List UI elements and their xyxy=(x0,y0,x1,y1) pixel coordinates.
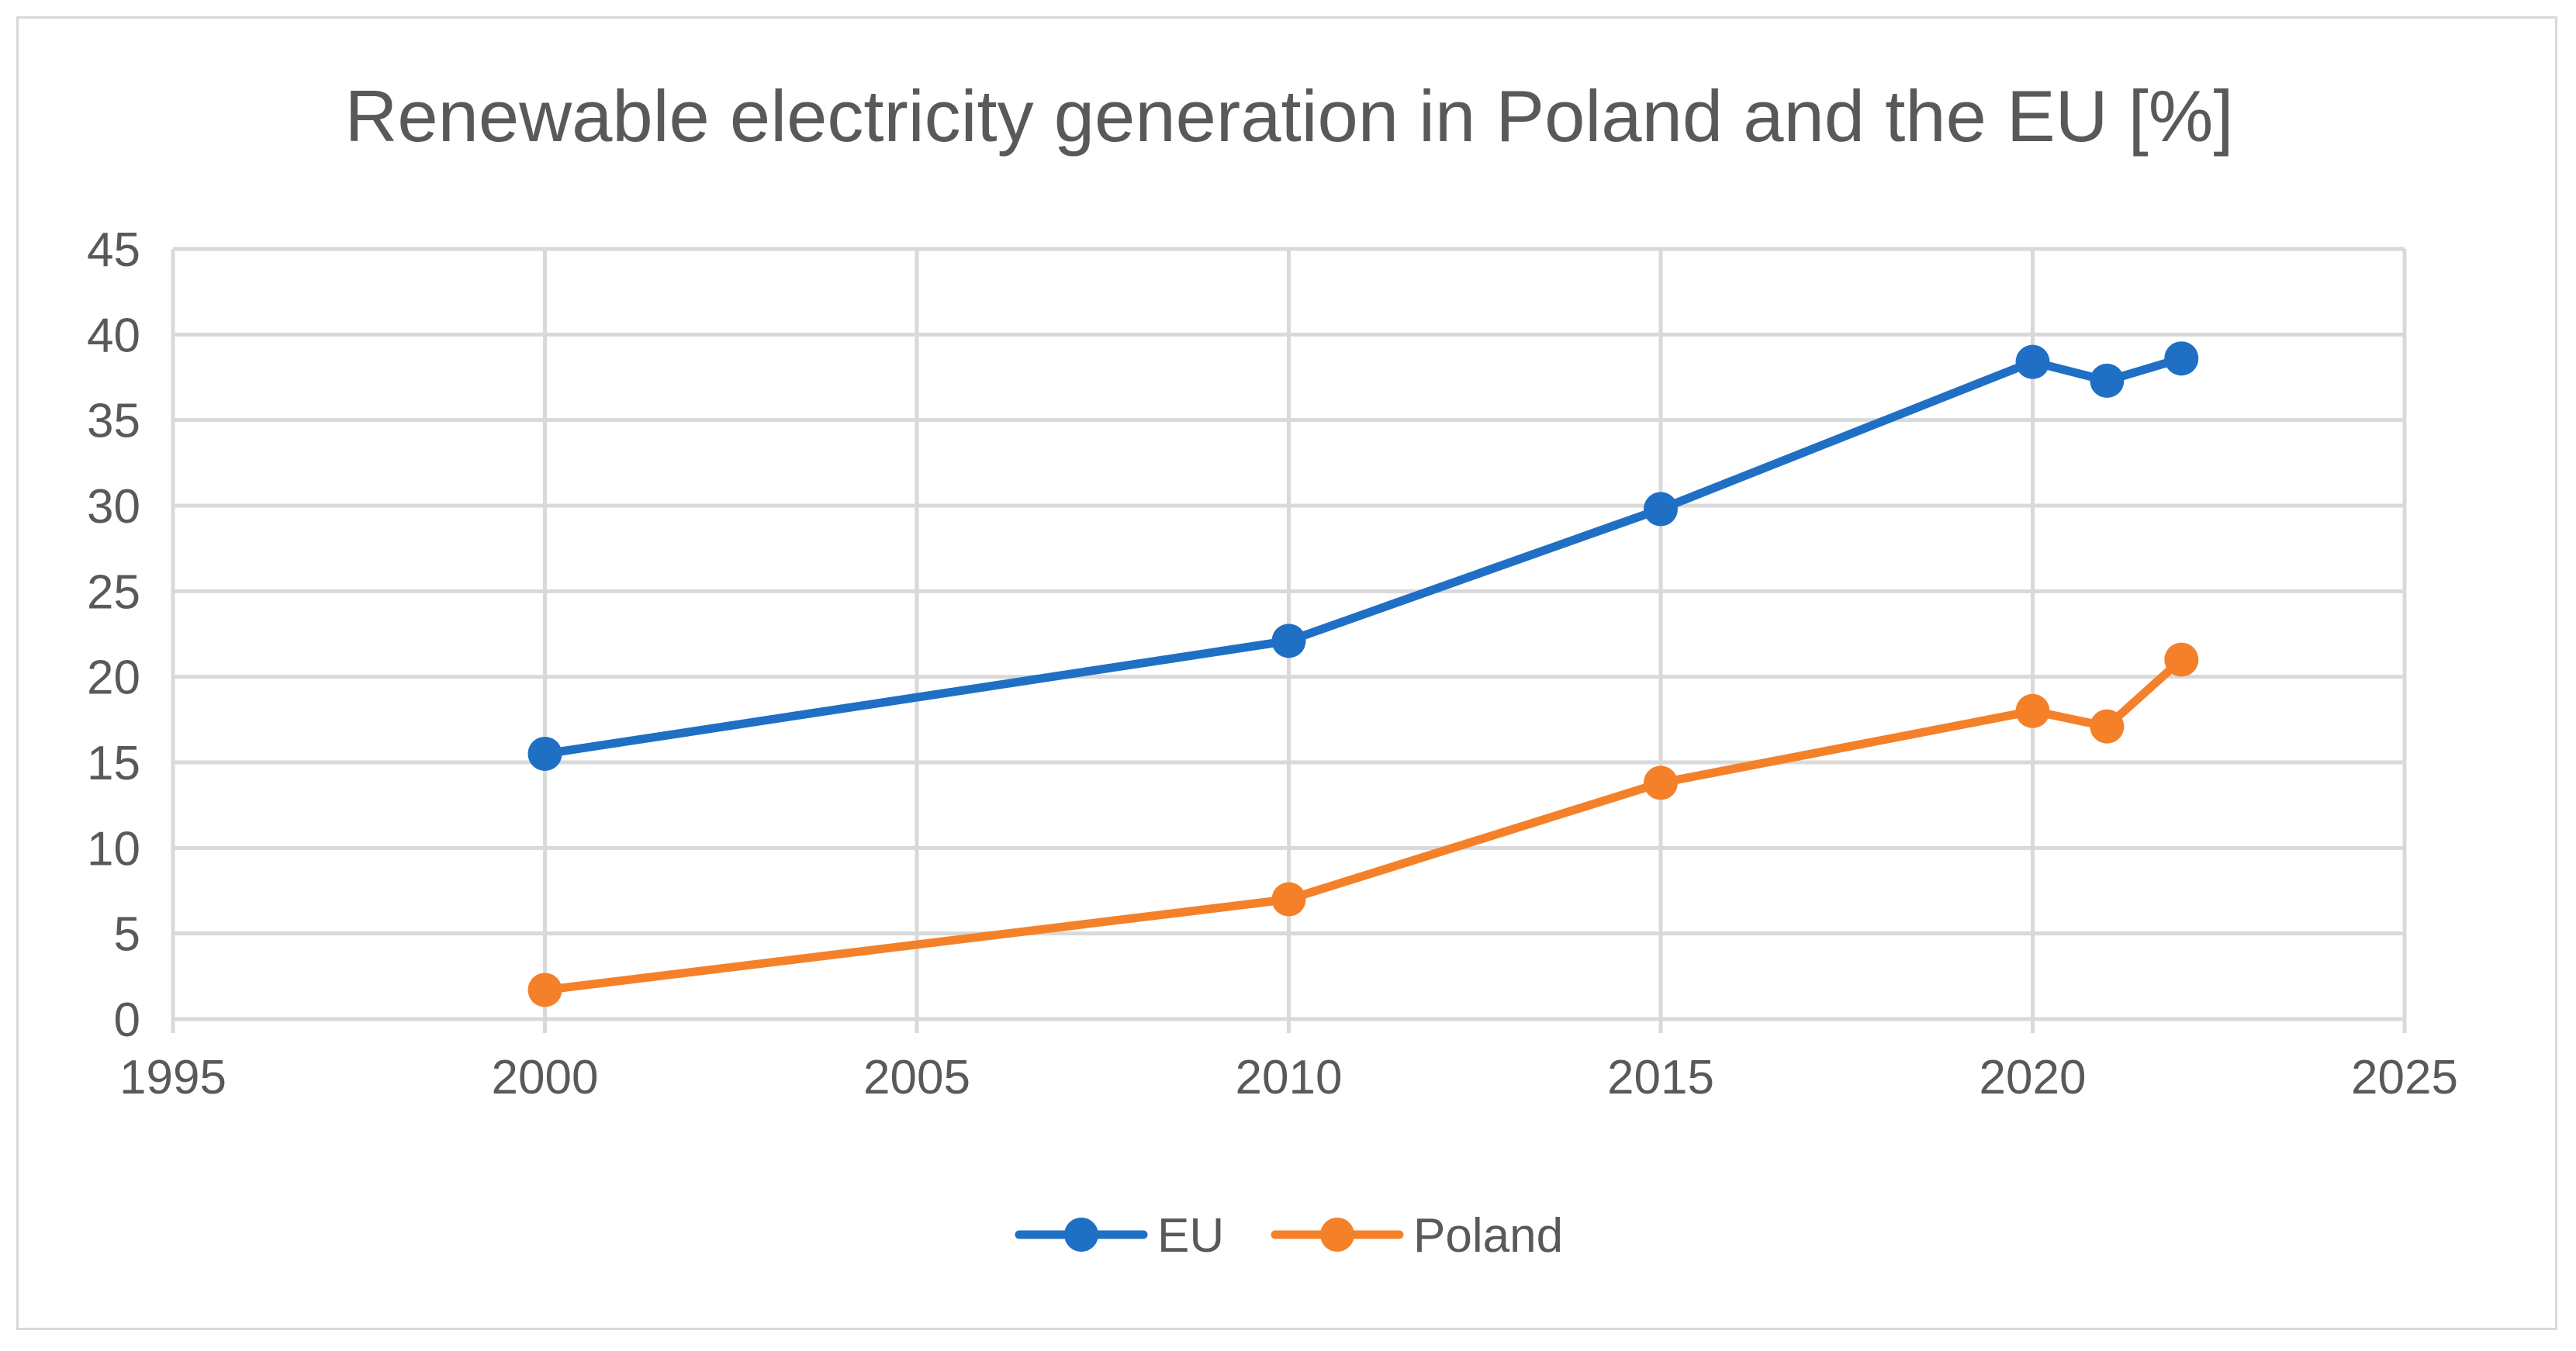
data-point xyxy=(2164,642,2199,677)
data-point xyxy=(527,736,562,771)
data-point xyxy=(2015,693,2050,728)
x-tick-label: 2020 xyxy=(1980,1051,2087,1104)
series-line xyxy=(541,354,2186,758)
x-tick-label: 2010 xyxy=(1236,1051,1343,1104)
data-point xyxy=(2090,709,2125,744)
data-point xyxy=(1271,882,1306,917)
series-eu xyxy=(527,341,2199,771)
legend-label: EU xyxy=(1157,1209,1224,1263)
y-tick-label: 30 xyxy=(87,480,140,534)
data-point xyxy=(1644,492,1678,527)
data-point xyxy=(2090,363,2125,398)
series-line xyxy=(541,655,2186,994)
data-series xyxy=(527,341,2199,1007)
legend-item-eu: EU xyxy=(1015,1209,1224,1263)
data-point xyxy=(527,973,562,1007)
y-tick-label: 25 xyxy=(87,565,140,619)
y-tick-label: 15 xyxy=(87,737,140,790)
data-point xyxy=(1644,765,1678,800)
y-tick-label: 35 xyxy=(87,395,140,448)
y-tick-label: 0 xyxy=(114,993,140,1047)
legend-marker xyxy=(1320,1218,1354,1252)
y-tick-label: 45 xyxy=(87,223,140,277)
x-tick-label: 1995 xyxy=(119,1051,226,1104)
chart-area: Renewable electricity generation in Pola… xyxy=(16,16,2557,1330)
chart-title: Renewable electricity generation in Pola… xyxy=(344,75,2233,157)
y-tick-label: 20 xyxy=(87,651,140,705)
data-point xyxy=(2164,341,2199,376)
data-point xyxy=(2015,344,2050,379)
y-tick-label: 10 xyxy=(87,822,140,876)
x-tick-label: 2025 xyxy=(2351,1051,2458,1104)
data-point xyxy=(1271,624,1306,658)
x-tick-label: 2000 xyxy=(492,1051,599,1104)
legend: EU Poland xyxy=(1015,1209,1563,1263)
series-poland xyxy=(527,642,2199,1007)
legend-marker xyxy=(1064,1218,1098,1252)
y-tick-label: 40 xyxy=(87,309,140,362)
legend-label: Poland xyxy=(1413,1209,1563,1263)
y-tick-label: 5 xyxy=(114,908,140,962)
x-tick-label: 2005 xyxy=(863,1051,970,1104)
line-chart: Renewable electricity generation in Pola… xyxy=(87,75,2458,1263)
x-tick-label: 2015 xyxy=(1607,1051,1714,1104)
legend-item-poland: Poland xyxy=(1271,1209,1563,1263)
